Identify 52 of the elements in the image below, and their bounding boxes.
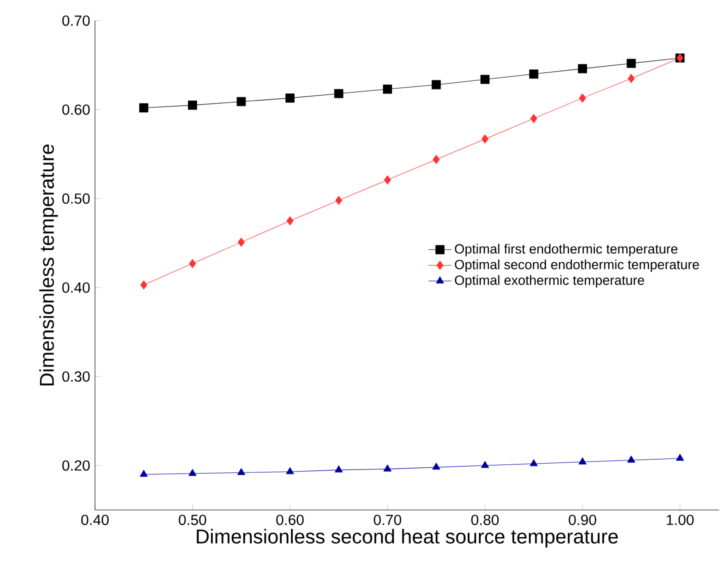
- point: [627, 456, 636, 463]
- x-tick-label: 0.80: [471, 514, 499, 526]
- point: [530, 114, 538, 124]
- point: [140, 470, 148, 477]
- point: [626, 58, 636, 68]
- point: [286, 467, 294, 474]
- x-tick-label: 1.00: [666, 514, 694, 526]
- point: [188, 468, 196, 476]
- point: [188, 100, 198, 110]
- point: [238, 238, 245, 247]
- point: [334, 465, 343, 472]
- point: [236, 97, 246, 106]
- legend-label: Optimal exothermic temperature: [454, 275, 644, 288]
- point: [579, 94, 586, 103]
- point: [140, 280, 148, 290]
- y-tick-label: 0.60: [62, 104, 90, 115]
- point: [578, 64, 588, 74]
- y-tick-label: 0.20: [62, 460, 90, 471]
- x-tick-label: 0.90: [568, 514, 596, 526]
- point: [384, 175, 391, 184]
- y-tick-label: 0.70: [62, 15, 90, 26]
- point: [432, 462, 440, 470]
- x-tick-label: 0.60: [276, 514, 304, 526]
- point: [628, 74, 635, 84]
- y-tick-label: 0.40: [62, 282, 90, 293]
- point: [139, 103, 148, 112]
- y-tick-label: 0.50: [62, 193, 90, 204]
- point: [432, 154, 440, 164]
- point: [432, 80, 441, 90]
- point: [482, 134, 488, 144]
- x-axis-title: Dimensionless second heat source temperature: [196, 528, 618, 548]
- point: [481, 460, 489, 468]
- point: [189, 259, 196, 268]
- point: [237, 468, 246, 476]
- x-tick-label: 0.50: [178, 514, 206, 526]
- y-axis-title: Dimensionless temperature: [39, 144, 58, 386]
- legend-label: Optimal first endothermic temperature: [454, 244, 678, 256]
- point: [286, 216, 294, 226]
- y-tick-label: 0.30: [62, 371, 90, 382]
- point: [480, 74, 490, 84]
- point: [530, 459, 538, 466]
- point: [676, 454, 684, 461]
- point: [334, 89, 344, 98]
- point: [529, 70, 538, 79]
- point: [384, 464, 392, 472]
- point: [335, 196, 342, 205]
- point: [578, 457, 586, 464]
- legend-label: Optimal second endothermic temperature: [454, 259, 699, 272]
- point: [382, 84, 392, 94]
- x-tick-label: 0.40: [81, 514, 109, 526]
- x-tick-label: 0.70: [374, 514, 402, 526]
- point: [285, 94, 295, 103]
